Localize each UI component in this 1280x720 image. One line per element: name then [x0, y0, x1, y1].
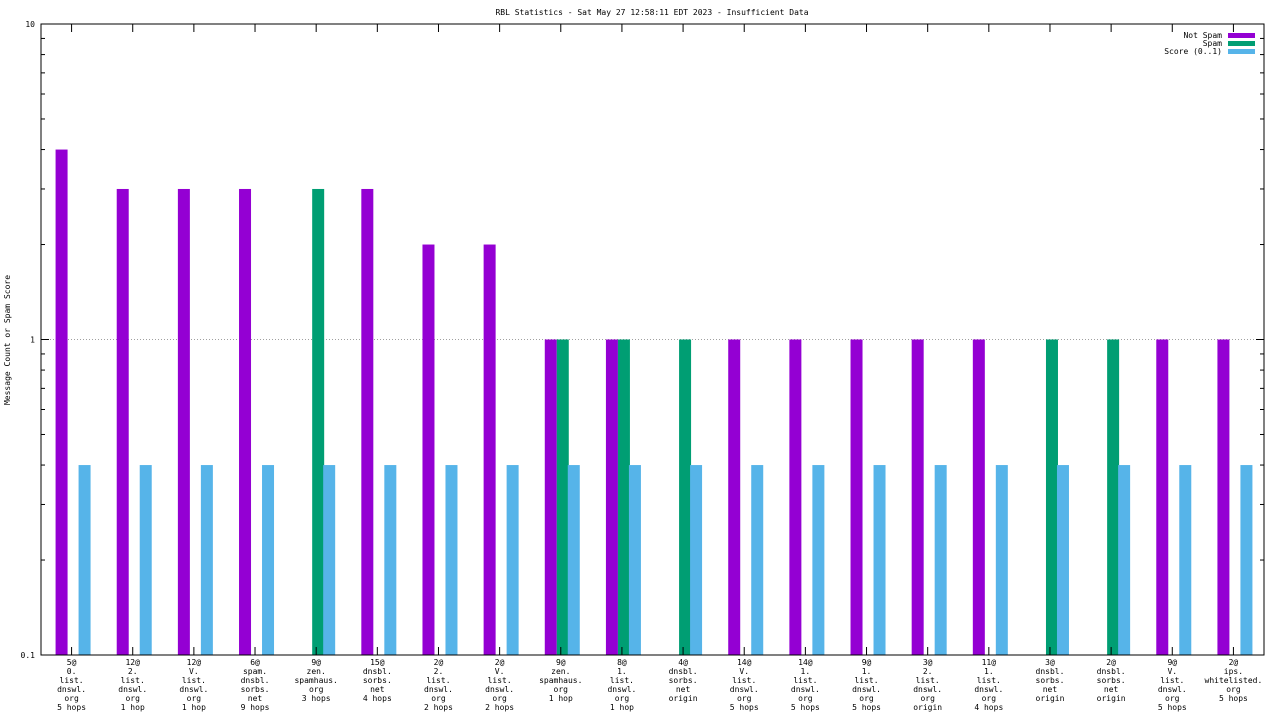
legend-swatch — [1228, 33, 1255, 38]
x-tick-label: 12@ 2. list. dnswl. org 1 hop — [118, 658, 147, 712]
bar-not-spam — [239, 188, 252, 655]
x-tick-label: 2@ 2. list. dnswl. org 2 hops — [424, 658, 453, 712]
x-tick-label: 12@ V. list. dnswl. org 1 hop — [179, 658, 208, 712]
x-tick-label: 6@ spam. dnsbl. sorbs. net 9 hops — [241, 658, 270, 712]
bar-not-spam — [789, 339, 802, 655]
bar-score-0-1 — [690, 465, 703, 655]
bar-not-spam — [483, 244, 496, 656]
bar-score-0-1 — [506, 465, 519, 655]
bar-not-spam — [605, 339, 618, 655]
bar-score-0-1 — [1118, 465, 1131, 655]
bar-score-0-1 — [873, 465, 886, 655]
x-tick-label: 3@ dnsbl. sorbs. net origin — [1036, 658, 1065, 703]
legend-label: Not Spam — [1183, 31, 1222, 40]
x-tick-label: 9@ zen. spamhaus. org 3 hops — [294, 658, 337, 703]
x-tick-label: 15@ dnsbl. sorbs. net 4 hops — [363, 658, 392, 703]
x-tick-label: 11@ 1. list. dnswl. org 4 hops — [974, 658, 1003, 712]
x-tick-label: 9@ 1. list. dnswl. org 5 hops — [852, 658, 881, 712]
bar-score-0-1 — [567, 465, 580, 655]
x-tick-label: 9@ zen. spamhaus. org 1 hop — [539, 658, 582, 703]
legend-label: Spam — [1203, 39, 1222, 48]
x-tick-label: 14@ V. list. dnswl. org 5 hops — [730, 658, 759, 712]
bar-spam — [1045, 339, 1058, 655]
bar-score-0-1 — [812, 465, 825, 655]
x-tick-label: 2@ ips. whitelisted. org 5 hops — [1205, 658, 1263, 703]
y-tick-label: 1 — [30, 336, 35, 345]
bar-spam — [617, 339, 630, 655]
bars — [55, 149, 1253, 656]
bar-score-0-1 — [200, 465, 213, 655]
bar-score-0-1 — [1056, 465, 1069, 655]
bar-not-spam — [972, 339, 985, 655]
legend-swatch — [1228, 49, 1255, 54]
x-tick-label: 3@ 2. list. dnswl. org origin — [913, 658, 942, 712]
x-tick-label: 8@ 1. list. dnswl. org 1 hop — [607, 658, 636, 712]
x-tick-label: 4@ dnsbl. sorbs. net origin — [669, 658, 698, 703]
bar-not-spam — [422, 244, 435, 656]
legend-swatch — [1228, 41, 1255, 46]
bar-score-0-1 — [384, 465, 397, 655]
axis-ticks: 10 1 0.1 — [21, 20, 1264, 660]
bar-score-0-1 — [1179, 465, 1192, 655]
bar-not-spam — [544, 339, 557, 655]
x-tick-labels: 5@ 0. list. dnswl. org 5 hops 12@ 2. list. dnswl.… — [57, 658, 1262, 712]
bar-score-0-1 — [445, 465, 458, 655]
bar-not-spam — [850, 339, 863, 655]
x-tick-label: 9@ V. list. dnswl. org 5 hops — [1158, 658, 1187, 712]
bar-not-spam — [55, 149, 68, 655]
bar-score-0-1 — [262, 465, 275, 655]
x-tick-label: 5@ 0. list. dnswl. org 5 hops — [57, 658, 86, 712]
x-tick-label: 14@ 1. list. dnswl. org 5 hops — [791, 658, 820, 712]
y-axis-label: Message Count or Spam Score — [3, 275, 12, 405]
bar-score-0-1 — [934, 465, 947, 655]
bar-score-0-1 — [628, 465, 641, 655]
bar-score-0-1 — [1240, 465, 1253, 655]
bar-score-0-1 — [323, 465, 336, 655]
bar-not-spam — [728, 339, 741, 655]
bar-not-spam — [1156, 339, 1169, 655]
bar-not-spam — [911, 339, 924, 655]
y-tick-label: 10 — [25, 20, 35, 29]
y-tick-label: 0.1 — [21, 651, 36, 660]
bar-score-0-1 — [995, 465, 1008, 655]
bar-score-0-1 — [751, 465, 764, 655]
bar-not-spam — [177, 188, 190, 655]
bar-spam — [1107, 339, 1120, 655]
x-tick-label: 2@ V. list. dnswl. org 2 hops — [485, 658, 514, 712]
bar-spam — [312, 188, 325, 655]
bar-spam — [679, 339, 692, 655]
bar-spam — [556, 339, 569, 655]
bar-not-spam — [116, 188, 129, 655]
x-tick-label: 2@ dnsbl. sorbs. net origin — [1097, 658, 1126, 703]
bar-not-spam — [1217, 339, 1230, 655]
bar-not-spam — [361, 188, 374, 655]
legend-label: Score (0..1) — [1164, 47, 1222, 56]
bar-score-0-1 — [78, 465, 91, 655]
chart-title: RBL Statistics - Sat May 27 12:58:11 EDT… — [495, 8, 808, 17]
bar-score-0-1 — [139, 465, 152, 655]
